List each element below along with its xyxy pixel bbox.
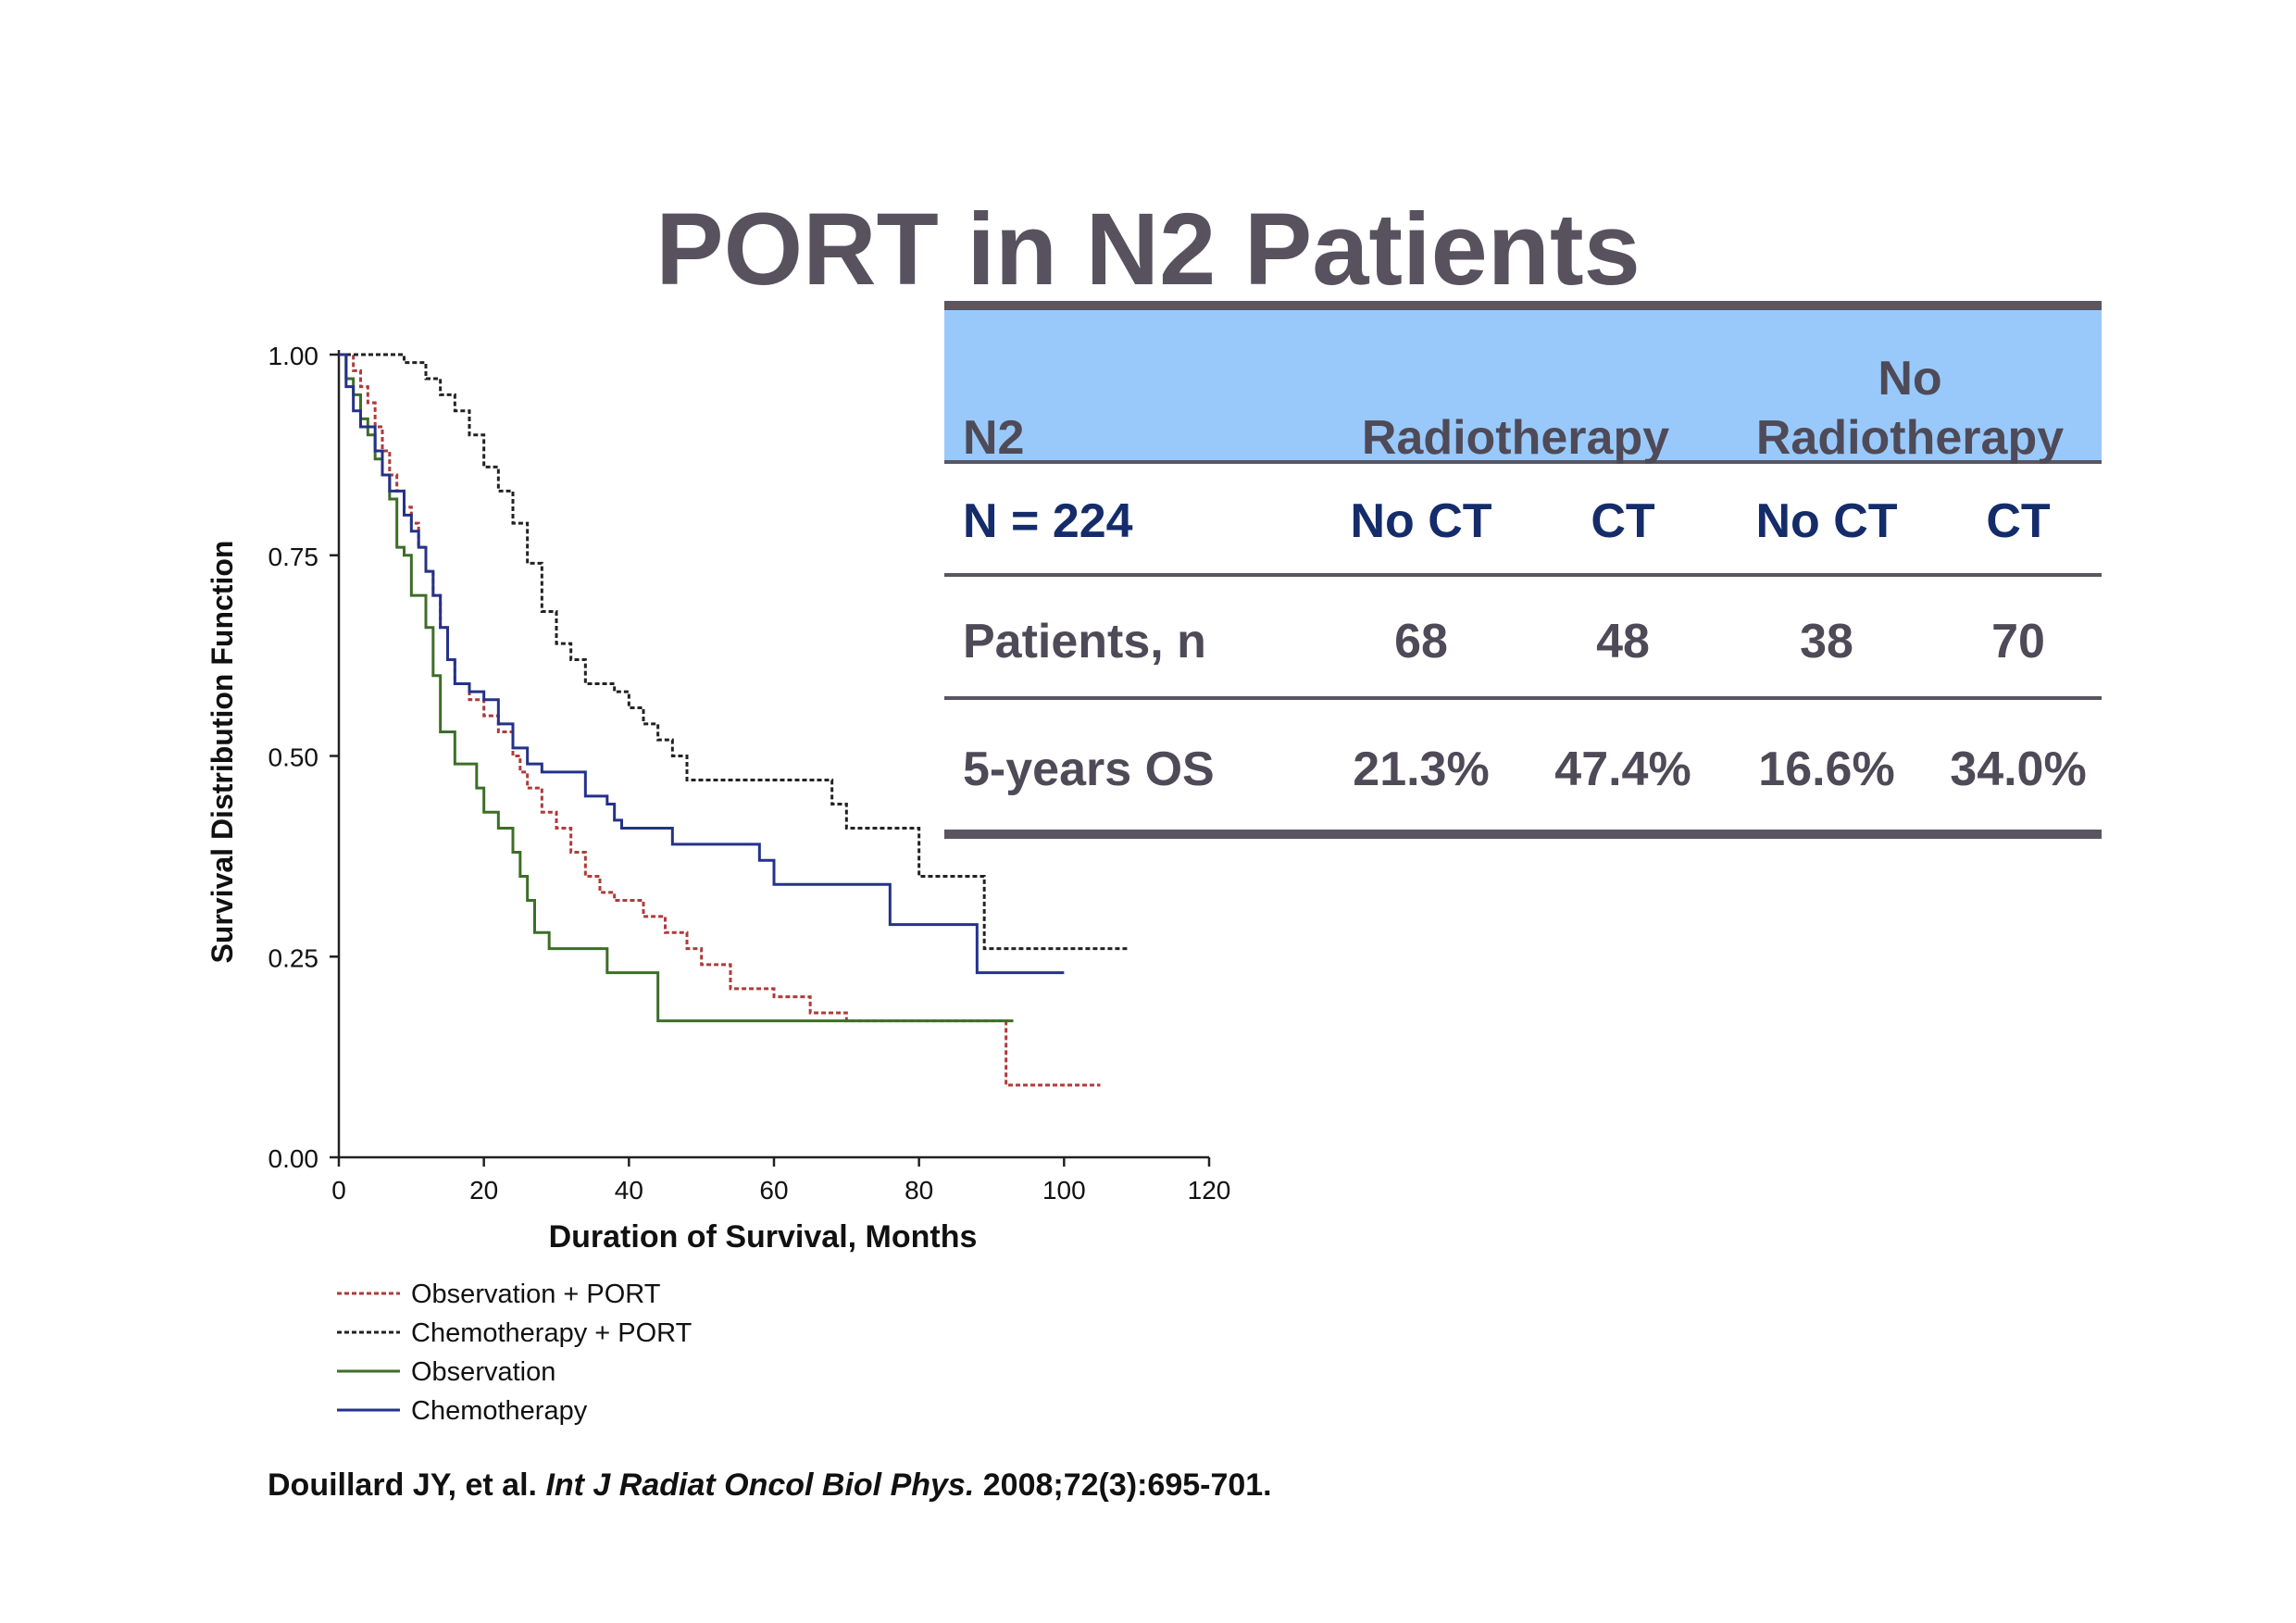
x-tick-label: 40 — [615, 1176, 643, 1205]
table-rule — [944, 460, 2102, 464]
legend-entry: Chemotherapy + PORT — [411, 1318, 693, 1348]
x-tick-label: 60 — [759, 1176, 788, 1205]
table-cell: 68 — [1394, 615, 1448, 668]
table-header-row: N2 Radiotherapy No Radiotherapy — [944, 310, 2102, 465]
table-row: Patients, n 68 48 38 70 — [944, 577, 2102, 696]
legend-entry: Observation — [411, 1357, 555, 1387]
citation-authors: Douillard JY, et al. — [268, 1467, 537, 1503]
table-cell: 47.4% — [1554, 743, 1691, 796]
citation: Douillard JY, et al. Int J Radiat Oncol … — [268, 1467, 1272, 1504]
table-rule — [944, 573, 2102, 577]
header-radiotherapy: Radiotherapy — [1361, 411, 1670, 465]
chart-series — [339, 353, 1129, 1087]
legend-entry: Chemotherapy — [411, 1396, 588, 1426]
x-tick-label: 0 — [331, 1176, 346, 1205]
x-tick-label: 80 — [905, 1176, 933, 1205]
y-axis-label: Survival Distribution Function — [206, 541, 239, 964]
subheader-col-3: No CT — [1755, 494, 1898, 548]
subheader-label: N = 224 — [963, 494, 1133, 548]
table-bottom-rule — [944, 830, 2102, 839]
table-rule — [944, 696, 2102, 700]
subheader-col-2: CT — [1591, 494, 1655, 548]
header-no-radiotherapy-line2: Radiotherapy — [1755, 411, 2065, 465]
row-label: 5-years OS — [963, 743, 1215, 796]
y-tick-label: 0.00 — [268, 1144, 319, 1173]
series-line — [339, 353, 1129, 951]
subheader-col-4: CT — [1986, 494, 2051, 548]
series-line — [339, 353, 1101, 1087]
slide-title: PORT in N2 Patients — [655, 193, 1641, 306]
table-row: 5-years OS 21.3% 47.4% 16.6% 34.0% — [944, 700, 2102, 830]
citation-journal: Int J Radiat Oncol Biol Phys. — [545, 1467, 975, 1503]
header-no-radiotherapy-line1: No — [1878, 352, 1942, 406]
table-cell: 70 — [1991, 615, 2045, 668]
table-cell: 21.3% — [1353, 743, 1490, 796]
table-cell: 48 — [1596, 615, 1650, 668]
y-tick-label: 0.75 — [268, 543, 319, 571]
table-cell: 16.6% — [1758, 743, 1895, 796]
x-axis-label: Duration of Survival, Months — [549, 1219, 978, 1255]
y-tick-label: 0.50 — [268, 743, 319, 772]
table-subheader-row: N = 224 No CT CT No CT CT — [944, 464, 2102, 573]
chart-legend: Observation + PORT Chemotherapy + PORT Obs… — [337, 1280, 693, 1426]
legend-entry: Observation + PORT — [411, 1280, 661, 1309]
header-group-label: N2 — [963, 411, 1025, 465]
y-tick-label: 0.25 — [268, 943, 319, 972]
citation-ref: 2008;72(3):695-701. — [982, 1467, 1272, 1503]
subheader-col-1: No CT — [1350, 494, 1492, 548]
series-line — [339, 353, 1065, 975]
series-line — [339, 353, 1014, 1023]
row-label: Patients, n — [963, 615, 1206, 668]
x-tick-label: 20 — [469, 1176, 498, 1205]
table-top-rule — [944, 301, 2102, 310]
table-cell: 38 — [1800, 615, 1853, 668]
y-tick-label: 1.00 — [268, 342, 319, 370]
table-cell: 34.0% — [1950, 743, 2087, 796]
chart-axes: 0.00 0.25 0.50 0.75 1.00 0 20 40 60 80 100 120 — [268, 342, 1231, 1205]
x-tick-label: 120 — [1188, 1176, 1231, 1205]
x-tick-label: 100 — [1042, 1176, 1086, 1205]
summary-table: N2 Radiotherapy No Radiotherapy N = 224 … — [944, 301, 2102, 839]
